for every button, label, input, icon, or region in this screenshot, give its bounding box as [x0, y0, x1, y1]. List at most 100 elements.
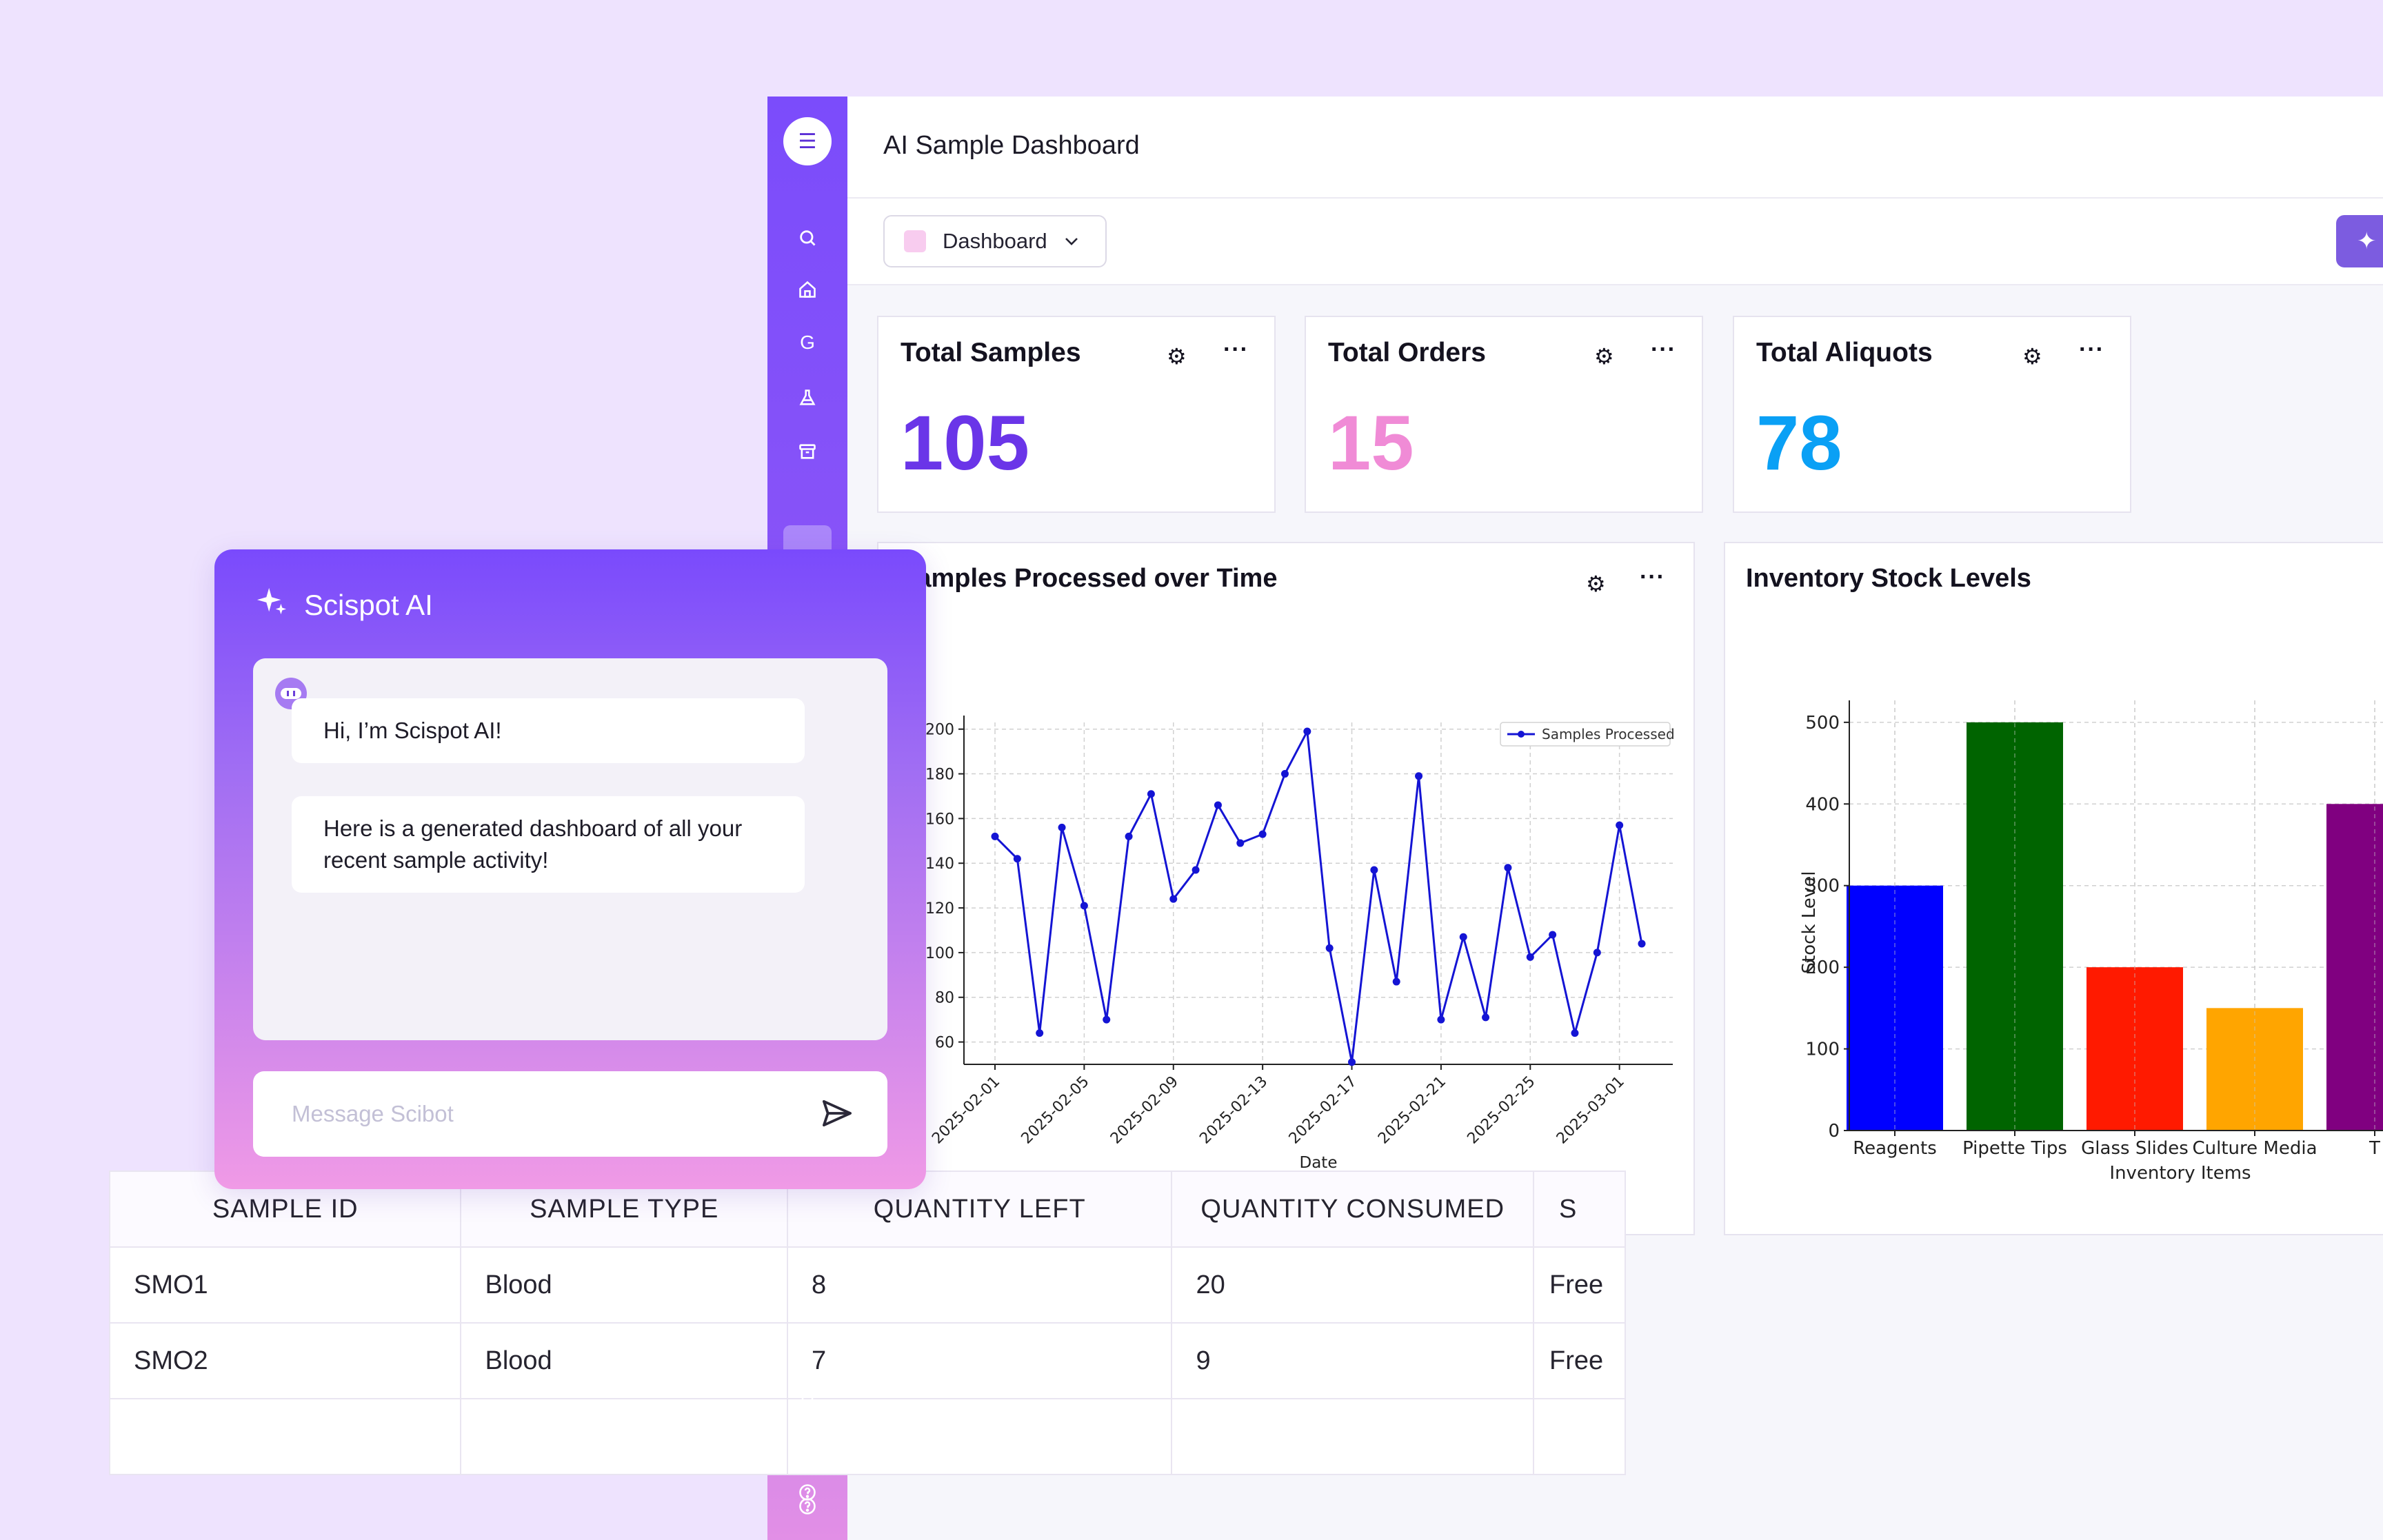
x-tick-label: 2025-03-01 [1554, 1073, 1628, 1148]
page-title: AI Sample Dashboard [883, 131, 1140, 160]
menu-icon[interactable]: ☰ [783, 117, 832, 165]
data-point [1147, 790, 1155, 798]
data-point [1549, 931, 1557, 939]
table-cell: 9 [1171, 1322, 1534, 1399]
table-cell [460, 1398, 788, 1475]
table-cell: SMO2 [108, 1322, 462, 1399]
y-tick-label: 140 [925, 855, 954, 873]
table-cell: 8 [786, 1246, 1173, 1324]
stat-card-total-samples: Total Samples ⚙ ··· 105 [877, 316, 1276, 513]
samples-table: SAMPLE ID SAMPLE TYPE QUANTITY LEFT QUAN… [108, 1171, 1626, 1475]
column-header[interactable]: QUANTITY CONSUMED [1171, 1171, 1534, 1248]
table-row[interactable]: SMO2 Blood 7 9 Free [108, 1322, 1626, 1399]
data-point [1236, 839, 1245, 847]
data-point [1437, 1015, 1445, 1024]
more-options-icon[interactable]: ··· [1640, 564, 1665, 590]
data-point [991, 832, 999, 840]
data-point [1638, 940, 1646, 948]
data-point [1125, 832, 1133, 840]
search-icon[interactable] [783, 214, 832, 262]
y-tick-label: 60 [935, 1035, 954, 1052]
table-cell: SMO1 [108, 1246, 462, 1324]
column-header[interactable]: QUANTITY LEFT [786, 1171, 1173, 1248]
legend-marker [1518, 731, 1525, 738]
data-point [1482, 1013, 1490, 1022]
column-header[interactable]: S [1533, 1171, 1626, 1248]
x-tick-label: Glass Slides [2081, 1138, 2189, 1159]
x-tick-label: 2025-02-05 [1018, 1073, 1093, 1148]
toolbar: Dashboard ✦ [847, 199, 2383, 285]
y-tick-label: 500 [1805, 713, 1840, 733]
gear-icon[interactable]: ⚙ [1594, 344, 1614, 369]
x-tick-label: 2025-02-17 [1286, 1073, 1360, 1148]
dashboard-selector-label: Dashboard [943, 229, 1047, 253]
line-chart-card: Samples Processed over Time ⚙ ··· 60 80 10… [877, 542, 1695, 1235]
chat-input[interactable]: Message Scibot [253, 1071, 887, 1157]
bar-chart: 0 100 200 300 400 500 Reagents Pipette Tips Glas… [1799, 700, 2383, 1184]
stat-value: 105 [901, 400, 1029, 486]
chat-message: Hi, I’m Scispot AI! [292, 698, 805, 763]
table-row[interactable] [108, 1398, 1626, 1475]
ai-generate-button[interactable]: ✦ [2336, 215, 2383, 267]
bar-chart-card: Inventory Stock Levels 0 100 200 300 400 500 R… [1724, 542, 2383, 1235]
series-line [994, 727, 1643, 1063]
chat-title: Scispot AI [304, 588, 433, 621]
x-tick-label: 2025-02-25 [1464, 1073, 1538, 1148]
more-options-icon[interactable]: ··· [1223, 336, 1249, 363]
chart-title: Samples Processed over Time [899, 564, 1278, 593]
top-bar: AI Sample Dashboard [847, 97, 2383, 199]
x-axis-label: Inventory Items [2109, 1163, 2251, 1184]
stat-card-total-orders: Total Orders ⚙ ··· 15 [1305, 316, 1703, 513]
y-axis-label: Stock Level [1799, 871, 1820, 974]
data-point [1415, 772, 1423, 780]
send-icon[interactable] [821, 1099, 853, 1133]
x-tick-label: 2025-02-09 [1107, 1073, 1182, 1148]
archive-icon[interactable] [783, 427, 832, 476]
gear-icon[interactable]: ⚙ [1586, 571, 1606, 596]
x-axis-label: Date [1300, 1154, 1338, 1172]
table-cell: 7 [786, 1322, 1173, 1399]
data-point [1504, 864, 1512, 872]
y-tick-label: 80 [935, 990, 954, 1007]
data-point [1370, 866, 1378, 874]
x-tick-label: 2025-02-13 [1196, 1073, 1271, 1148]
dashboard-selector[interactable]: Dashboard [883, 215, 1107, 267]
x-tick-label: T [2369, 1138, 2380, 1159]
stat-value: 15 [1328, 400, 1414, 486]
bell-icon[interactable] [783, 1374, 832, 1422]
data-point [1169, 895, 1178, 903]
message-icon[interactable] [783, 1428, 832, 1477]
chevron-down-icon [1064, 232, 1079, 251]
home-icon[interactable] [783, 265, 832, 314]
more-options-icon[interactable]: ··· [1651, 336, 1676, 363]
data-point [1303, 727, 1311, 736]
more-options-icon[interactable]: ··· [2079, 336, 2104, 363]
data-point [1571, 1029, 1579, 1037]
data-point [1325, 944, 1334, 952]
data-point [1459, 933, 1467, 941]
chat-messages: Hi, I’m Scispot AI! Here is a generated … [253, 658, 887, 1040]
help-circle-icon[interactable] [783, 1482, 832, 1530]
y-tick-label: 100 [925, 945, 954, 962]
g-icon[interactable]: G [800, 332, 815, 353]
sparkle-icon [256, 585, 288, 625]
y-tick-label: 400 [1805, 794, 1840, 815]
data-point [1058, 823, 1066, 831]
flask-icon[interactable] [783, 374, 832, 422]
table-cell [1533, 1398, 1626, 1475]
data-point [1103, 1015, 1111, 1024]
y-tick-label: 180 [925, 767, 954, 784]
stat-title: Total Samples [901, 338, 1081, 367]
table-cell: Free [1533, 1322, 1626, 1399]
gear-icon[interactable]: ⚙ [2022, 344, 2042, 369]
data-point [1392, 977, 1400, 986]
chat-input-placeholder: Message Scibot [292, 1101, 454, 1126]
table-cell: Free [1533, 1246, 1626, 1324]
chat-message: Here is a generated dashboard of all you… [292, 796, 805, 893]
table-cell: 20 [1171, 1246, 1534, 1324]
gear-icon[interactable]: ⚙ [1167, 344, 1187, 369]
table-cell: Blood [460, 1322, 788, 1399]
table-row[interactable]: SMO1 Blood 8 20 Free [108, 1246, 1626, 1324]
y-tick-label: 300 [1805, 876, 1840, 897]
